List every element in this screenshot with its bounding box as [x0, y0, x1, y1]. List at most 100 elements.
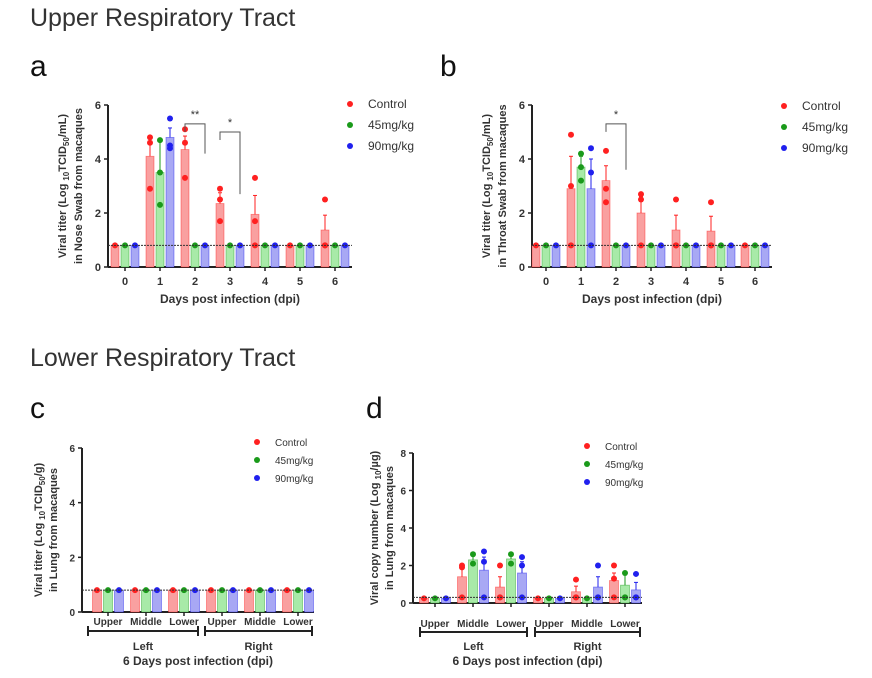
- bar-Control-0: [531, 244, 541, 268]
- data-point: [217, 185, 223, 192]
- x-tick-label: Lower: [283, 617, 313, 628]
- y-axis-label: Viral titer (Log 10TCID50/mL): [481, 114, 495, 258]
- data-point: [147, 185, 153, 192]
- legend-marker-90mg/kg: [584, 479, 590, 485]
- x-tick-label: Middle: [130, 617, 162, 628]
- data-point: [470, 560, 476, 567]
- legend-marker-Control: [584, 443, 590, 449]
- data-point: [557, 595, 563, 602]
- significance-bracket: [605, 123, 627, 170]
- y-label-subscript: 10: [374, 470, 383, 479]
- data-point: [252, 174, 258, 181]
- data-point: [157, 201, 163, 208]
- data-point: [157, 137, 163, 144]
- y-label-subscript: 10: [486, 171, 495, 180]
- x-tick-label: 1: [578, 276, 584, 288]
- x-tick-label: 1: [157, 276, 163, 288]
- data-point: [578, 150, 584, 157]
- legend-marker-Control: [347, 101, 353, 107]
- bar-90mg/kg-3: [656, 244, 666, 268]
- bar-90mg/kg-5: [305, 244, 315, 268]
- bar-90mg/kg-5: [726, 244, 736, 268]
- data-point: [322, 196, 328, 203]
- bar-Control-1: [566, 188, 576, 268]
- legend-label: 90mg/kg: [802, 141, 848, 155]
- bar-Control-2: [180, 149, 190, 268]
- significance-label: *: [614, 109, 619, 121]
- bar-Control-6: [740, 244, 750, 268]
- x-tick-label: 0: [543, 276, 549, 288]
- data-point: [217, 218, 223, 225]
- y-label-text: TCID: [33, 485, 45, 511]
- group-label-left: Left: [133, 641, 154, 653]
- data-point: [611, 562, 617, 569]
- data-point: [568, 131, 574, 138]
- data-point: [578, 177, 584, 184]
- bar-Control-Upper: [92, 589, 102, 613]
- x-axis-label: 6 Days post infection (dpi): [452, 654, 602, 668]
- y-label-subscript: 50: [62, 137, 71, 146]
- bar-90mg/kg-6: [340, 244, 350, 268]
- bar-45mg/kg-5: [295, 244, 305, 268]
- data-point: [157, 169, 163, 176]
- data-point: [603, 147, 609, 154]
- bar-45mg/kg-6: [750, 244, 760, 268]
- bar-90mg/kg-Upper: [228, 589, 238, 613]
- y-tick-label: 0: [519, 262, 525, 274]
- y-label-text: Viral copy number (Log: [369, 479, 381, 605]
- y-axis-label: Viral titer (Log 10TCID50/mL): [57, 114, 71, 258]
- x-tick-label: 5: [718, 276, 724, 288]
- y-label-subscript: 50: [486, 137, 495, 146]
- x-tick-label: 3: [227, 276, 233, 288]
- x-tick-label: 4: [262, 276, 269, 288]
- x-tick-label: Lower: [610, 619, 640, 630]
- data-point: [481, 558, 487, 565]
- y-axis-label: Viral titer (Log 10TCID50/g): [33, 462, 47, 597]
- legend-marker-90mg/kg: [347, 143, 353, 149]
- data-point: [519, 562, 525, 569]
- data-point: [421, 595, 427, 602]
- y-label-text: /mL): [481, 114, 493, 138]
- y-tick-label: 6: [95, 100, 101, 112]
- x-tick-label: 6: [332, 276, 338, 288]
- significance-label: *: [228, 117, 233, 129]
- bar-Control-Middle: [130, 589, 140, 613]
- data-point: [519, 554, 525, 561]
- x-tick-label: Lower: [496, 619, 526, 630]
- x-tick-label: Upper: [94, 617, 123, 628]
- legend-label: 45mg/kg: [275, 456, 313, 467]
- bar-Control-2: [601, 180, 611, 268]
- y-tick-label: 6: [69, 444, 75, 455]
- x-tick-label: Upper: [208, 617, 237, 628]
- bar-90mg/kg-1: [586, 188, 596, 268]
- x-tick-label: 5: [297, 276, 303, 288]
- bar-90mg/kg-Middle: [152, 589, 162, 613]
- panel-c: 0 2 4 6 Upper Middle Lower Upper Middle Lower Left…: [33, 438, 314, 668]
- legend-label: 45mg/kg: [368, 118, 414, 132]
- data-point: [497, 562, 503, 569]
- y-tick-label: 2: [519, 208, 525, 220]
- legend-label: Control: [275, 438, 307, 449]
- legend-marker-Control: [254, 439, 260, 445]
- group-label-left: Left: [463, 641, 484, 653]
- section-title-lower: Lower Respiratory Tract: [30, 344, 296, 372]
- data-point: [459, 564, 465, 571]
- y-tick-label: 4: [400, 524, 406, 535]
- data-point: [633, 570, 639, 577]
- legend-marker-45mg/kg: [347, 122, 353, 128]
- legend-label: Control: [368, 97, 407, 111]
- y-tick-label: 4: [519, 154, 526, 166]
- bar-90mg/kg-Middle: [266, 589, 276, 613]
- y-tick-label: 4: [95, 154, 102, 166]
- data-point: [673, 196, 679, 203]
- y-tick-label: 2: [400, 562, 406, 573]
- data-point: [167, 115, 173, 122]
- data-point: [568, 183, 574, 189]
- bar-90mg/kg-2: [621, 244, 631, 268]
- bar-45mg/kg-4: [681, 244, 691, 268]
- data-point: [252, 218, 258, 225]
- legend-marker-45mg/kg: [781, 124, 787, 130]
- y-axis-label-line2: in Lung from macaques: [384, 466, 396, 590]
- bar-Control-Lower: [282, 589, 292, 613]
